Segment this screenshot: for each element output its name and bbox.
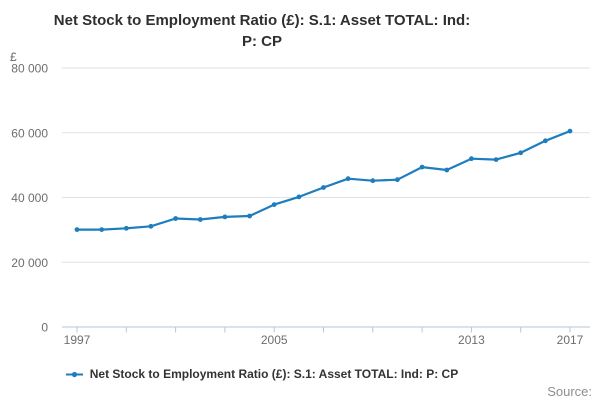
y-axis-unit-label: £: [10, 50, 17, 64]
data-point-marker: [395, 177, 400, 183]
x-axis-tick-label: 1997: [64, 333, 91, 347]
data-point-marker: [247, 213, 253, 219]
data-point-marker: [99, 227, 105, 233]
y-axis-tick-label: 20 000: [11, 256, 48, 270]
data-point-marker: [271, 202, 277, 208]
data-point-marker: [493, 157, 499, 163]
x-axis-tick-label: 2005: [261, 333, 288, 347]
data-point-marker: [567, 128, 573, 134]
data-point-marker: [321, 185, 326, 190]
chart-title-line1: Net Stock to Employment Ratio (£): S.1: …: [53, 12, 471, 29]
data-point-marker: [222, 214, 228, 220]
data-point-marker: [197, 217, 203, 222]
chart-title-line2: P: CP: [241, 33, 282, 50]
data-point-marker: [370, 178, 376, 184]
data-point-marker: [296, 194, 302, 200]
x-axis-tick-label: 2013: [458, 333, 485, 347]
x-axis-tick-label: 2017: [557, 333, 584, 347]
data-point-marker: [148, 223, 154, 229]
legend-line-marker-icon: [65, 371, 83, 377]
y-axis-tick-label: 40 000: [11, 191, 48, 205]
data-point-marker: [74, 227, 80, 233]
data-point-marker: [444, 167, 450, 173]
data-point-marker: [419, 164, 425, 170]
data-point-marker: [518, 150, 524, 156]
source-label: Source:: [547, 384, 592, 399]
data-point-marker: [123, 225, 129, 231]
data-point-marker: [173, 216, 179, 221]
y-axis-tick-label: 0: [41, 321, 48, 335]
legend: Net Stock to Employment Ratio (£): S.1: …: [0, 365, 524, 383]
y-axis-tick-label: 80 000: [11, 62, 48, 76]
y-axis-tick-label: 60 000: [11, 126, 48, 140]
legend-label: Net Stock to Employment Ratio (£): S.1: …: [89, 367, 459, 381]
data-point-marker: [543, 138, 548, 144]
data-point-marker: [345, 176, 351, 182]
data-point-marker: [469, 156, 474, 162]
data-line: [75, 130, 572, 231]
chart-title: Net Stock to Employment Ratio (£): S.1: …: [0, 10, 524, 52]
